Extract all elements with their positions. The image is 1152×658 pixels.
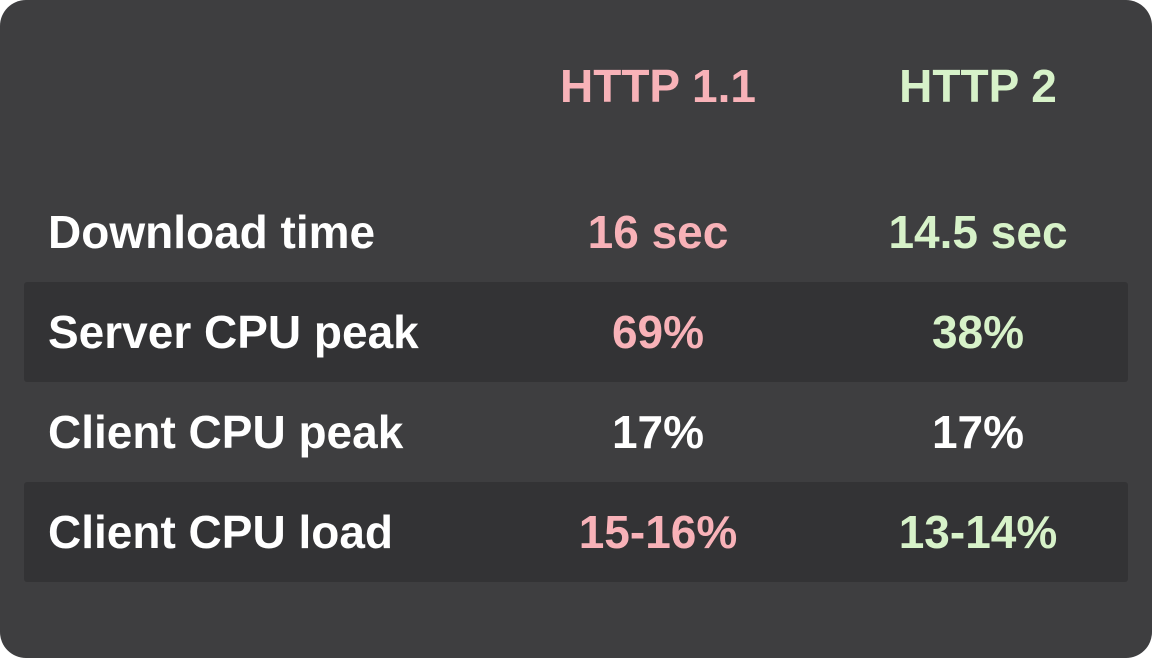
- table-row: Download time 16 sec 14.5 sec: [24, 182, 1128, 282]
- http2-value: 38%: [931, 306, 1025, 358]
- http2-value: 14.5 sec: [888, 206, 1068, 258]
- http2-value: 17%: [931, 406, 1025, 458]
- http1-1-value: 17%: [611, 406, 705, 458]
- table-header-row: HTTP 1.1 HTTP 2: [24, 0, 1128, 182]
- table-row: Client CPU load 15-16% 13-14%: [24, 482, 1128, 582]
- column-header-http1-1: HTTP 1.1: [560, 60, 756, 112]
- row-label: Server CPU peak: [48, 306, 419, 358]
- column-header-http2: HTTP 2: [899, 60, 1057, 112]
- http2-value: 13-14%: [898, 506, 1058, 558]
- table-row: Server CPU peak 69% 38%: [24, 282, 1128, 382]
- row-label: Client CPU load: [48, 506, 394, 558]
- row-label: Download time: [48, 206, 376, 258]
- http1-1-value: 15-16%: [578, 506, 738, 558]
- row-label: Client CPU peak: [48, 406, 404, 458]
- http1-1-value: 16 sec: [587, 206, 729, 258]
- table-row: Client CPU peak 17% 17%: [24, 382, 1128, 482]
- http1-1-value: 69%: [611, 306, 705, 358]
